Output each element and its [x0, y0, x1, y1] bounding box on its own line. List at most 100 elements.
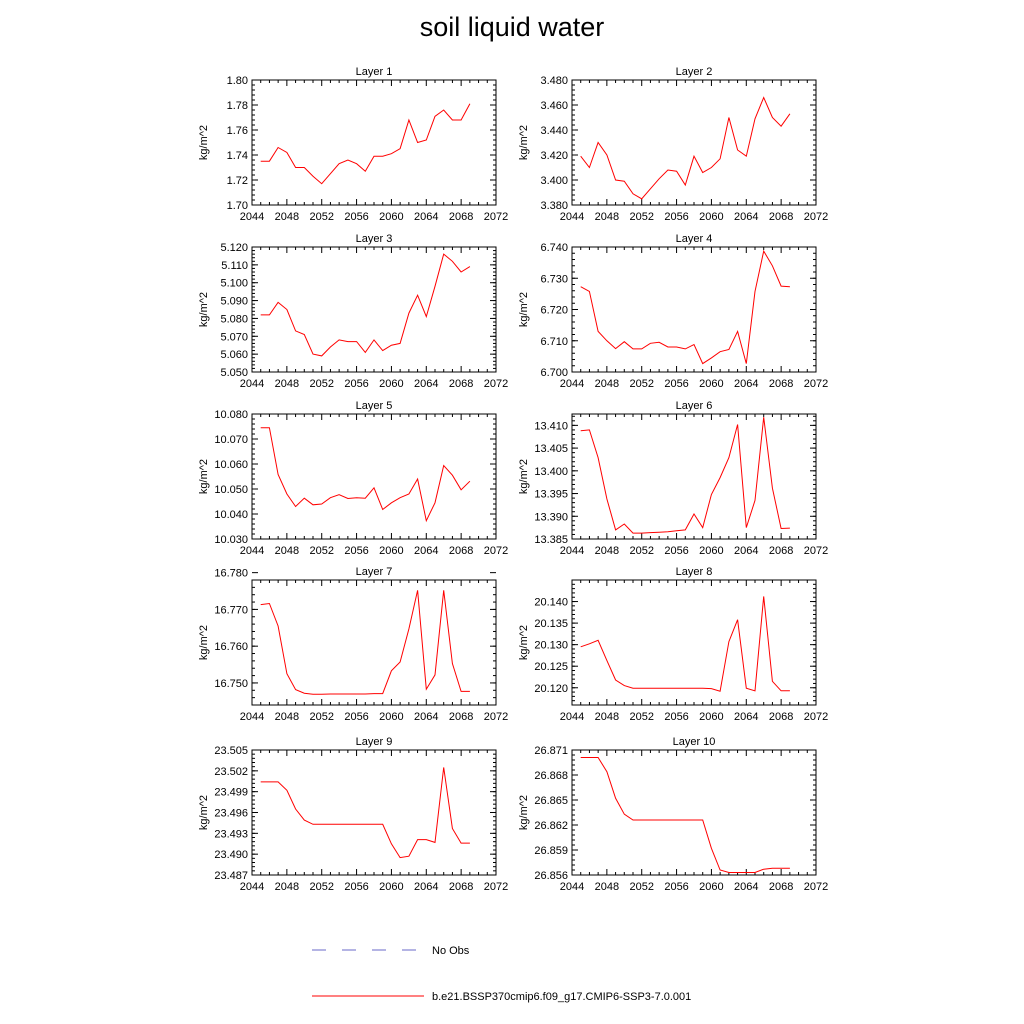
- x-tick-label: 2068: [449, 211, 473, 223]
- x-tick-label: 2044: [240, 378, 264, 390]
- y-tick-label: 13.410: [534, 420, 568, 432]
- x-tick-label: 2068: [769, 211, 793, 223]
- y-tick-label: 6.730: [540, 273, 568, 285]
- x-tick-label: 2044: [240, 711, 264, 723]
- y-tick-label: 16.780: [214, 568, 248, 580]
- x-tick-label: 2048: [595, 881, 619, 893]
- x-tick-label: 2048: [595, 545, 619, 557]
- y-tick-label: 10.060: [214, 459, 248, 471]
- series-line: [580, 96, 791, 200]
- y-tick-label: 13.390: [534, 511, 568, 523]
- y-tick-label: 3.460: [540, 100, 568, 112]
- y-axis-label: kg/m^2: [198, 625, 210, 660]
- x-tick-label: 2068: [449, 711, 473, 723]
- x-tick-label: 2064: [414, 711, 438, 723]
- y-axis-label: kg/m^2: [198, 459, 210, 494]
- y-tick-label: 20.130: [534, 640, 568, 652]
- y-tick-label: 6.710: [540, 336, 568, 348]
- x-tick-label: 2044: [560, 881, 584, 893]
- x-tick-label: 2068: [449, 378, 473, 390]
- x-tick-label: 2052: [629, 378, 653, 390]
- x-tick-label: 2072: [804, 545, 828, 557]
- panel-title: Layer 8: [676, 566, 713, 578]
- plot-frame: [571, 749, 817, 876]
- x-tick-label: 2060: [699, 881, 723, 893]
- panel-title: Layer 9: [356, 736, 393, 748]
- y-axis-label: kg/m^2: [518, 795, 530, 830]
- y-tick-label: 23.493: [214, 828, 248, 840]
- x-tick-label: 2068: [769, 378, 793, 390]
- x-tick-label: 2048: [275, 881, 299, 893]
- y-tick-label: 5.120: [220, 242, 248, 254]
- y-tick-label: 5.050: [220, 367, 248, 379]
- x-tick-label: 2052: [629, 211, 653, 223]
- series-line: [260, 767, 470, 859]
- y-tick-label: 26.871: [534, 745, 568, 757]
- x-tick-label: 2048: [275, 211, 299, 223]
- x-tick-label: 2052: [629, 711, 653, 723]
- x-tick-label: 2060: [379, 881, 403, 893]
- x-tick-label: 2064: [414, 378, 438, 390]
- series-line: [580, 417, 790, 534]
- x-tick-label: 2052: [309, 211, 333, 223]
- panel-title: Layer 1: [356, 66, 393, 78]
- plot-frame: [251, 749, 497, 876]
- x-tick-label: 2052: [309, 711, 333, 723]
- y-axis-label: kg/m^2: [198, 292, 210, 327]
- x-tick-label: 2052: [309, 378, 333, 390]
- y-axis-label: kg/m^2: [518, 459, 530, 494]
- y-tick-label: 16.750: [214, 678, 248, 690]
- y-tick-label: 26.868: [534, 770, 568, 782]
- legend: No Obs b.e21.BSSP370cmip6.f09_g17.CMIP6-S…: [312, 945, 691, 1003]
- y-tick-label: 20.135: [534, 618, 568, 630]
- x-tick-label: 2048: [595, 211, 619, 223]
- panel-title: Layer 7: [356, 566, 393, 578]
- x-tick-label: 2056: [664, 211, 688, 223]
- x-tick-label: 2056: [344, 378, 368, 390]
- x-tick-label: 2072: [804, 378, 828, 390]
- y-tick-label: 5.060: [220, 349, 248, 361]
- x-tick-label: 2064: [734, 378, 758, 390]
- y-tick-label: 13.395: [534, 489, 568, 501]
- x-tick-label: 2072: [484, 378, 508, 390]
- x-tick-label: 2064: [734, 545, 758, 557]
- y-tick-label: 5.100: [220, 278, 248, 290]
- y-tick-label: 26.865: [534, 795, 568, 807]
- panel-title: Layer 4: [676, 233, 713, 245]
- x-tick-label: 2064: [734, 881, 758, 893]
- plot-frame: [251, 79, 497, 206]
- panel-layer-2: Layer 2 kg/m^2 2044 2048 2052 2056 2060 2064 206…: [518, 66, 828, 223]
- y-tick-label: 10.080: [214, 409, 248, 421]
- x-tick-label: 2068: [769, 545, 793, 557]
- x-tick-label: 2064: [734, 711, 758, 723]
- plot-frame: [251, 413, 497, 540]
- x-tick-label: 2072: [484, 545, 508, 557]
- x-tick-label: 2044: [560, 545, 584, 557]
- x-tick-label: 2056: [664, 378, 688, 390]
- x-tick-label: 2064: [414, 881, 438, 893]
- x-tick-label: 2068: [449, 545, 473, 557]
- x-tick-label: 2064: [734, 211, 758, 223]
- y-axis-label: kg/m^2: [518, 625, 530, 660]
- plot-frame: [571, 79, 817, 206]
- x-tick-label: 2072: [484, 211, 508, 223]
- y-tick-label: 23.490: [214, 849, 248, 861]
- x-tick-label: 2072: [804, 881, 828, 893]
- y-tick-label: 23.505: [214, 745, 248, 757]
- x-tick-label: 2060: [699, 378, 723, 390]
- x-tick-label: 2072: [484, 711, 508, 723]
- panel-title: Layer 6: [676, 400, 713, 412]
- x-tick-label: 2048: [275, 711, 299, 723]
- y-tick-label: 1.72: [227, 175, 248, 187]
- plot-frame: [251, 246, 497, 373]
- y-tick-label: 5.080: [220, 313, 248, 325]
- y-tick-label: 10.030: [214, 534, 248, 546]
- x-tick-label: 2060: [379, 711, 403, 723]
- x-tick-label: 2060: [699, 711, 723, 723]
- panel-title: Layer 5: [356, 400, 393, 412]
- y-tick-label: 6.720: [540, 305, 568, 317]
- x-tick-label: 2072: [804, 711, 828, 723]
- y-tick-label: 26.862: [534, 820, 568, 832]
- x-tick-label: 2056: [664, 545, 688, 557]
